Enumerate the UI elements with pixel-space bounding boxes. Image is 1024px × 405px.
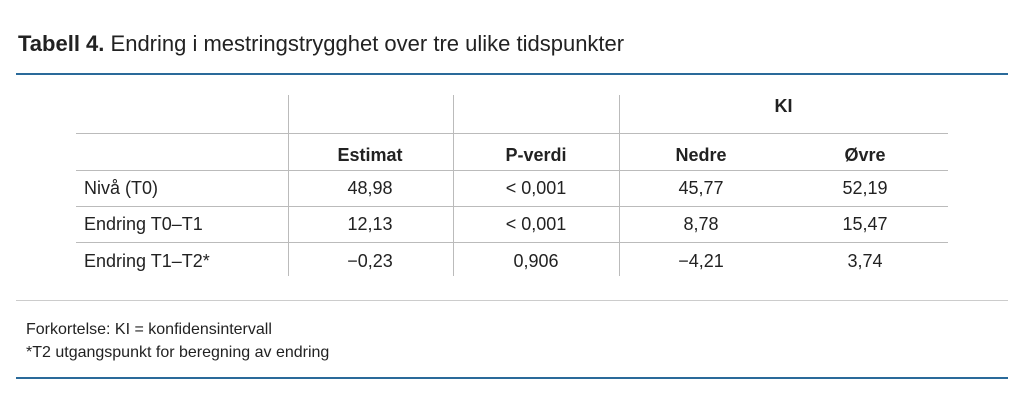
- rule: [16, 377, 1008, 379]
- divider: [16, 300, 1008, 301]
- title-label: Tabell 4.: [18, 31, 105, 56]
- footnote: Forkortelse: KI = konfidensintervall: [26, 321, 272, 338]
- cell-value: 48,98: [347, 178, 393, 198]
- cell-value: < 0,001: [505, 178, 567, 198]
- title-text: Endring i mestringstrygghet over tre uli…: [110, 31, 625, 56]
- cell-value: 3,74: [847, 251, 883, 271]
- cell-value: 45,77: [678, 178, 724, 198]
- row-label: Nivå (T0): [84, 178, 159, 198]
- row-line: [76, 170, 948, 171]
- row-label: Endring T0–T1: [84, 214, 203, 234]
- column-header: Estimat: [337, 145, 403, 165]
- cell-value: 12,13: [347, 214, 393, 234]
- cell-value: −4,21: [678, 251, 724, 271]
- footnote: *T2 utgangspunkt for beregning av endrin…: [26, 344, 330, 361]
- cell-value: 0,906: [513, 251, 559, 271]
- column-header: P-verdi: [505, 145, 567, 165]
- cell-value: 52,19: [842, 178, 888, 198]
- cell-value: < 0,001: [505, 214, 567, 234]
- row-line: [76, 133, 948, 134]
- title: Tabell 4. Endring i mestringstrygghet ov…: [18, 31, 624, 57]
- col-line: [453, 95, 454, 276]
- row-label: Endring T1–T2*: [84, 251, 210, 271]
- cell-value: −0,23: [347, 251, 393, 271]
- cell-value: 15,47: [842, 214, 888, 234]
- cell-value: 8,78: [683, 214, 719, 234]
- row-line: [76, 242, 948, 243]
- column-header: Nedre: [675, 145, 727, 165]
- col-line: [288, 95, 289, 276]
- row-line: [76, 206, 948, 207]
- rule: [16, 73, 1008, 75]
- group-header: KI: [774, 96, 793, 116]
- column-header: Øvre: [844, 145, 886, 165]
- col-line: [619, 95, 620, 276]
